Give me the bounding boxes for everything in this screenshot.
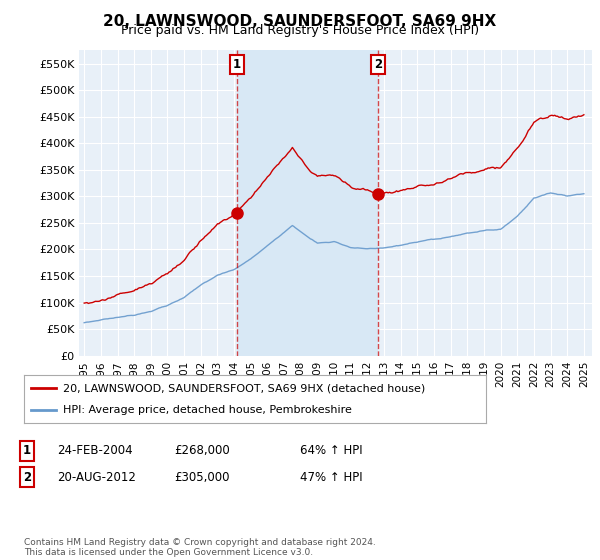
Text: 20, LAWNSWOOD, SAUNDERSFOOT, SA69 9HX (detached house): 20, LAWNSWOOD, SAUNDERSFOOT, SA69 9HX (d…: [63, 383, 425, 393]
Text: 2: 2: [374, 58, 382, 71]
Text: 2: 2: [23, 470, 31, 484]
Text: Contains HM Land Registry data © Crown copyright and database right 2024.
This d: Contains HM Land Registry data © Crown c…: [24, 538, 376, 557]
Text: Price paid vs. HM Land Registry's House Price Index (HPI): Price paid vs. HM Land Registry's House …: [121, 24, 479, 37]
Text: £268,000: £268,000: [174, 444, 230, 458]
Text: 20-AUG-2012: 20-AUG-2012: [57, 470, 136, 484]
Text: 1: 1: [233, 58, 241, 71]
Text: £305,000: £305,000: [174, 470, 229, 484]
Text: 47% ↑ HPI: 47% ↑ HPI: [300, 470, 362, 484]
Text: 64% ↑ HPI: 64% ↑ HPI: [300, 444, 362, 458]
Text: HPI: Average price, detached house, Pembrokeshire: HPI: Average price, detached house, Pemb…: [63, 405, 352, 415]
Text: 24-FEB-2004: 24-FEB-2004: [57, 444, 133, 458]
Text: 1: 1: [23, 444, 31, 458]
Bar: [236, 50, 378, 356]
Text: 20, LAWNSWOOD, SAUNDERSFOOT, SA69 9HX: 20, LAWNSWOOD, SAUNDERSFOOT, SA69 9HX: [103, 14, 497, 29]
